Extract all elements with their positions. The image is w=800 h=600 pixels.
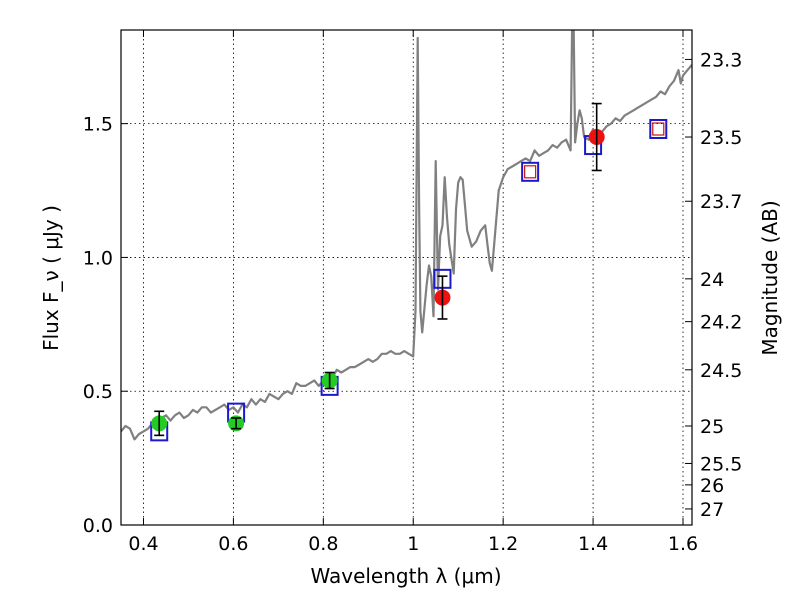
y-axis-ticks: 0.0 0.5 1.0 1.5 [83,114,128,537]
y-tick-label: 1.5 [83,114,113,136]
magnitude-tick-label: 27 [700,499,724,521]
y-tick-label: 1.0 [83,247,113,269]
spectrum-line [121,30,692,441]
x-tick-label: 1.4 [578,533,608,555]
plot-frame [120,29,693,526]
x-axis-ticks: 0.4 0.6 0.8 1 1.2 1.4 1.6 [128,30,698,555]
magnitude-tick-label: 24.5 [700,360,742,382]
model-box [521,161,540,182]
model-box-inner [652,122,665,136]
x-tick-label: 1 [407,533,419,555]
x-tick-label: 0.6 [218,533,248,555]
magnitude-tick-label: 24 [700,269,724,291]
magnitude-tick-label: 23.3 [700,49,742,71]
x-axis-label: Wavelength λ (μm) [310,564,501,588]
model-box [649,119,668,139]
magnitude-tick-label: 25.5 [700,453,742,475]
y-axis-label: Flux F_ν ( μJy ) [39,205,63,351]
magnitude-tick-label: 26 [700,475,724,497]
magnitude-tick-label: 23.5 [700,127,742,149]
y-tick-label: 0.5 [83,381,113,403]
x-tick-label: 0.4 [128,533,158,555]
x-tick-label: 1.2 [488,533,518,555]
magnitude-tick-label: 24.2 [700,312,742,334]
y-tick-label: 0.0 [83,515,113,537]
grid-lines [121,30,692,526]
magnitude-tick-label: 25 [700,416,724,438]
x-tick-label: 0.8 [308,533,338,555]
magnitude-tick-label: 23.7 [700,191,742,213]
x-tick-label: 1.6 [668,533,698,555]
right-axis-label: Magnitude (AB) [758,200,782,355]
data-points [150,102,668,442]
model-box-inner [524,165,537,179]
